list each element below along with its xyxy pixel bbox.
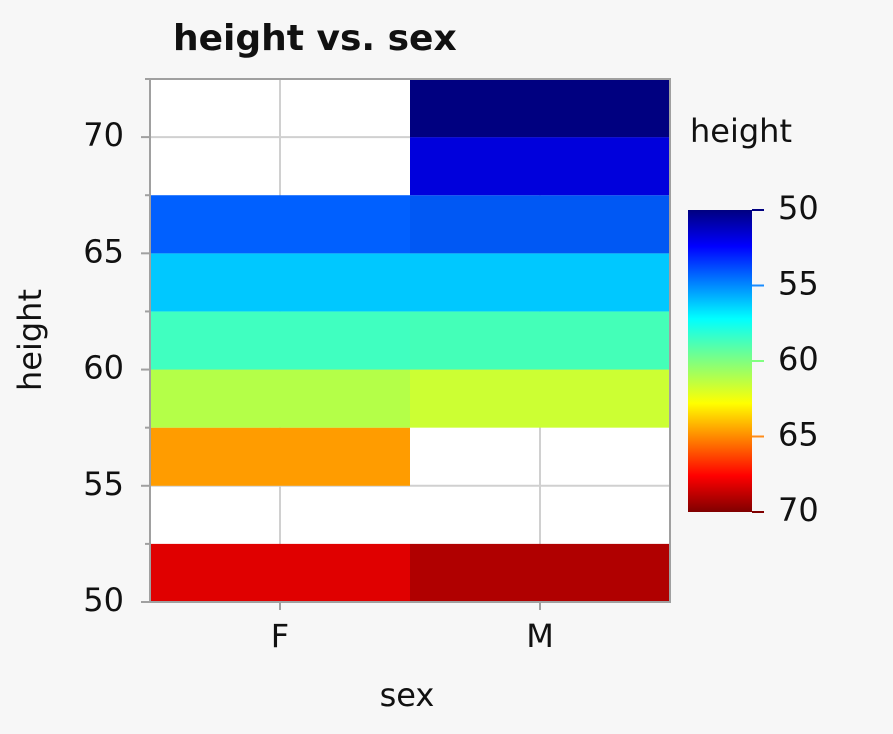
heat-cell [150,253,410,312]
y-tick-label: 65 [83,232,124,270]
heat-cell [150,311,410,370]
heat-cell [150,369,410,428]
x-axis-label: sex [380,676,435,714]
heat-cell [410,195,670,254]
y-axis-label: height [11,289,49,391]
plot-frame [149,78,671,603]
x-tick-label: M [526,617,554,655]
heat-cell [410,253,670,312]
heat-cell [410,137,670,196]
heat-cell [410,543,670,602]
heat-cell [410,311,670,370]
y-tick-label: 50 [83,581,124,619]
color-tick-label: 50 [778,189,819,227]
chart-title: height vs. sex [173,18,457,59]
color-tick-label: 60 [778,340,819,378]
color-tick-label: 70 [778,491,819,529]
heat-cell [150,427,410,486]
heat-cell [410,79,670,138]
y-tick-label: 70 [83,116,124,154]
color-tick-label: 65 [778,416,819,454]
color-bar [688,210,752,512]
y-tick-label: 60 [83,349,124,387]
color-tick-label: 55 [778,265,819,303]
heat-cell [150,195,410,254]
x-tick-label: F [271,617,289,655]
heat-cell [410,369,670,428]
legend-title: height [690,112,792,150]
y-tick-label: 55 [83,465,124,503]
heat-cell [150,543,410,602]
